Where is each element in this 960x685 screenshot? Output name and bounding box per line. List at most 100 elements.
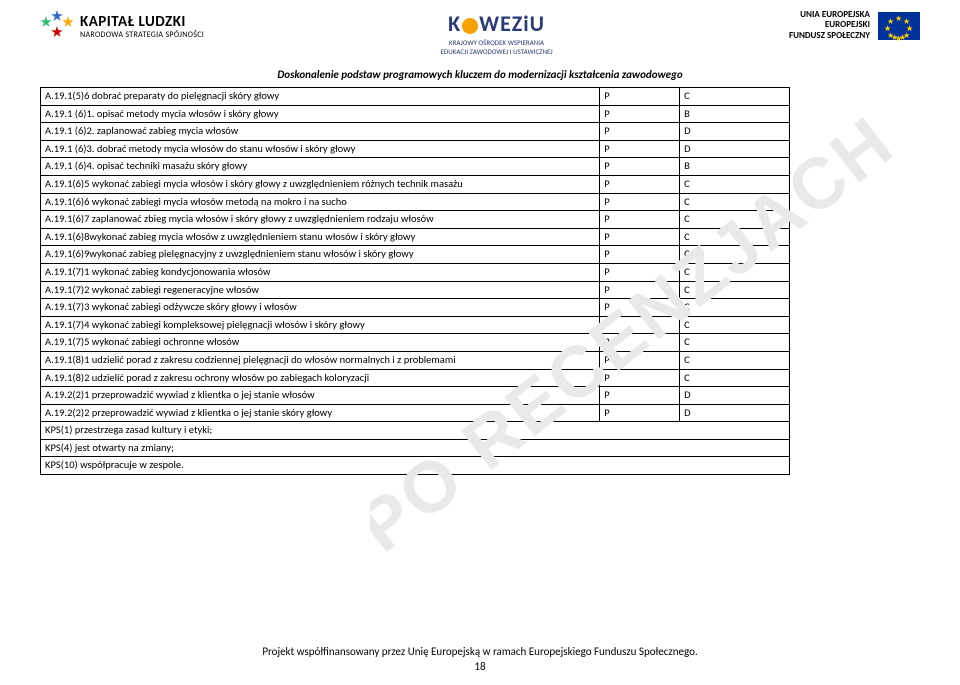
kl-title: KAPITAŁ LUDZKI (80, 15, 204, 31)
col-c: C (680, 88, 790, 106)
content: A.19.1(5)6 dobrać preparaty do pielęgnac… (0, 87, 790, 475)
col-p: P (600, 123, 680, 141)
criteria-cell: A.19.1(7)5 wykonać zabiegi ochronne włos… (41, 334, 600, 352)
col-c: D (680, 140, 790, 158)
table-row: A.19.1(6)6 wykonać zabiegi mycia włosów … (41, 193, 790, 211)
kps-cell: KPS(10) współpracuje w zespole. (41, 457, 790, 475)
col-p: P (600, 281, 680, 299)
criteria-cell: A.19.1(5)6 dobrać preparaty do pielęgnac… (41, 88, 600, 106)
col-p: P (600, 299, 680, 317)
col-c: C (680, 193, 790, 211)
criteria-cell: A.19.1(8)1 udzielić porad z zakresu codz… (41, 351, 600, 369)
col-c: B (680, 105, 790, 123)
logo-kapital-ludzki: KAPITAŁ LUDZKI NARODOWA STRATEGIA SPÓJNO… (40, 10, 204, 44)
col-c: C (680, 299, 790, 317)
criteria-cell: A.19.1(7)3 wykonać zabiegi odżywcze skór… (41, 299, 600, 317)
criteria-table: A.19.1(5)6 dobrać preparaty do pielęgnac… (40, 87, 790, 475)
table-row: A.19.1 (6)1. opisać metody mycia włosów … (41, 105, 790, 123)
criteria-cell: A.19.1(6)8wykonać zabieg mycia włosów z … (41, 228, 600, 246)
criteria-cell: A.19.2(2)2 przeprowadzić wywiad z klient… (41, 404, 600, 422)
col-c: C (680, 316, 790, 334)
table-row: A.19.1(6)7 zaplanować zbieg mycia włosów… (41, 211, 790, 229)
logo-eu: UNIA EUROPEJSKA EUROPEJSKI FUNDUSZ SPOŁE… (789, 10, 920, 41)
kl-stars-icon (40, 10, 74, 44)
table-row: A.19.1(7)5 wykonać zabiegi ochronne włos… (41, 334, 790, 352)
footer: Projekt współfinansowany przez Unię Euro… (0, 645, 960, 673)
table-row: A.19.1(5)6 dobrać preparaty do pielęgnac… (41, 88, 790, 106)
eu-flag-icon (878, 12, 920, 40)
kps-cell: KPS(4) jest otwarty na zmiany; (41, 439, 790, 457)
col-c: C (680, 246, 790, 264)
table-row: A.19.2(2)1 przeprowadzić wywiad z klient… (41, 387, 790, 405)
col-c: C (680, 263, 790, 281)
col-c: D (680, 387, 790, 405)
criteria-cell: A.19.2(2)1 przeprowadzić wywiad z klient… (41, 387, 600, 405)
col-c: C (680, 228, 790, 246)
table-row: A.19.1(6)8wykonać zabieg mycia włosów z … (41, 228, 790, 246)
kw-brand: KWEZiU (448, 10, 545, 37)
criteria-cell: A.19.1 (6)4. opisać techniki masażu skór… (41, 158, 600, 176)
col-p: P (600, 369, 680, 387)
col-p: P (600, 140, 680, 158)
page-title: Doskonalenie podstaw programowych klucze… (0, 66, 960, 87)
col-p: P (600, 334, 680, 352)
col-p: P (600, 193, 680, 211)
table-row-kps: KPS(10) współpracuje w zespole. (41, 457, 790, 475)
col-c: D (680, 123, 790, 141)
criteria-cell: A.19.1(8)2 udzielić porad z zakresu ochr… (41, 369, 600, 387)
col-p: P (600, 316, 680, 334)
criteria-cell: A.19.1 (6)1. opisać metody mycia włosów … (41, 105, 600, 123)
table-row: A.19.1(7)4 wykonać zabiegi kompleksowej … (41, 316, 790, 334)
table-row: A.19.1 (6)3. dobrać metody mycia włosów … (41, 140, 790, 158)
criteria-cell: A.19.1(7)4 wykonać zabiegi kompleksowej … (41, 316, 600, 334)
sun-icon (462, 18, 478, 34)
col-c: C (680, 281, 790, 299)
col-c: C (680, 369, 790, 387)
col-c: C (680, 334, 790, 352)
table-row: A.19.1(8)2 udzielić porad z zakresu ochr… (41, 369, 790, 387)
table-row: A.19.2(2)2 przeprowadzić wywiad z klient… (41, 404, 790, 422)
eu-line3: FUNDUSZ SPOŁECZNY (789, 31, 870, 41)
header: KAPITAŁ LUDZKI NARODOWA STRATEGIA SPÓJNO… (0, 0, 960, 66)
criteria-cell: A.19.1(6)7 zaplanować zbieg mycia włosów… (41, 211, 600, 229)
col-p: P (600, 105, 680, 123)
logo-koweziu: KWEZiU KRAJOWY OŚRODEK WSPIERANIA EDUKAC… (440, 10, 552, 56)
col-p: P (600, 88, 680, 106)
criteria-cell: A.19.1 (6)3. dobrać metody mycia włosów … (41, 140, 600, 158)
table-row: A.19.1(7)2 wykonać zabiegi regeneracyjne… (41, 281, 790, 299)
col-p: P (600, 387, 680, 405)
col-c: C (680, 211, 790, 229)
table-row: A.19.1(8)1 udzielić porad z zakresu codz… (41, 351, 790, 369)
col-c: C (680, 351, 790, 369)
col-c: B (680, 158, 790, 176)
footer-line: Projekt współfinansowany przez Unię Euro… (0, 645, 960, 658)
col-p: P (600, 263, 680, 281)
table-row: A.19.1(6)5 wykonać zabiegi mycia włosów … (41, 175, 790, 193)
criteria-cell: A.19.1(6)6 wykonać zabiegi mycia włosów … (41, 193, 600, 211)
table-row: A.19.1 (6)4. opisać techniki masażu skór… (41, 158, 790, 176)
kl-subtitle: NARODOWA STRATEGIA SPÓJNOŚCI (80, 31, 204, 39)
col-p: P (600, 351, 680, 369)
col-p: P (600, 246, 680, 264)
col-p: P (600, 404, 680, 422)
col-c: C (680, 175, 790, 193)
table-row: A.19.1(6)9wykonać zabieg pielęgnacyjny z… (41, 246, 790, 264)
col-c: D (680, 404, 790, 422)
table-row-kps: KPS(1) przestrzega zasad kultury i etyki… (41, 422, 790, 440)
table-row: A.19.1 (6)2. zaplanować zabieg mycia wło… (41, 123, 790, 141)
criteria-cell: A.19.1 (6)2. zaplanować zabieg mycia wło… (41, 123, 600, 141)
kw-sub2: EDUKACJI ZAWODOWEJ I USTAWICZNEJ (440, 48, 552, 55)
criteria-cell: A.19.1(7)1 wykonać zabieg kondycjonowani… (41, 263, 600, 281)
page-number: 18 (0, 660, 960, 673)
col-p: P (600, 158, 680, 176)
criteria-cell: A.19.1(6)9wykonać zabieg pielęgnacyjny z… (41, 246, 600, 264)
kw-sub1: KRAJOWY OŚRODEK WSPIERANIA (449, 39, 544, 46)
table-row-kps: KPS(4) jest otwarty na zmiany; (41, 439, 790, 457)
table-row: A.19.1(7)3 wykonać zabiegi odżywcze skór… (41, 299, 790, 317)
kps-cell: KPS(1) przestrzega zasad kultury i etyki… (41, 422, 790, 440)
table-row: A.19.1(7)1 wykonać zabieg kondycjonowani… (41, 263, 790, 281)
col-p: P (600, 228, 680, 246)
criteria-cell: A.19.1(6)5 wykonać zabiegi mycia włosów … (41, 175, 600, 193)
col-p: P (600, 211, 680, 229)
criteria-cell: A.19.1(7)2 wykonać zabiegi regeneracyjne… (41, 281, 600, 299)
